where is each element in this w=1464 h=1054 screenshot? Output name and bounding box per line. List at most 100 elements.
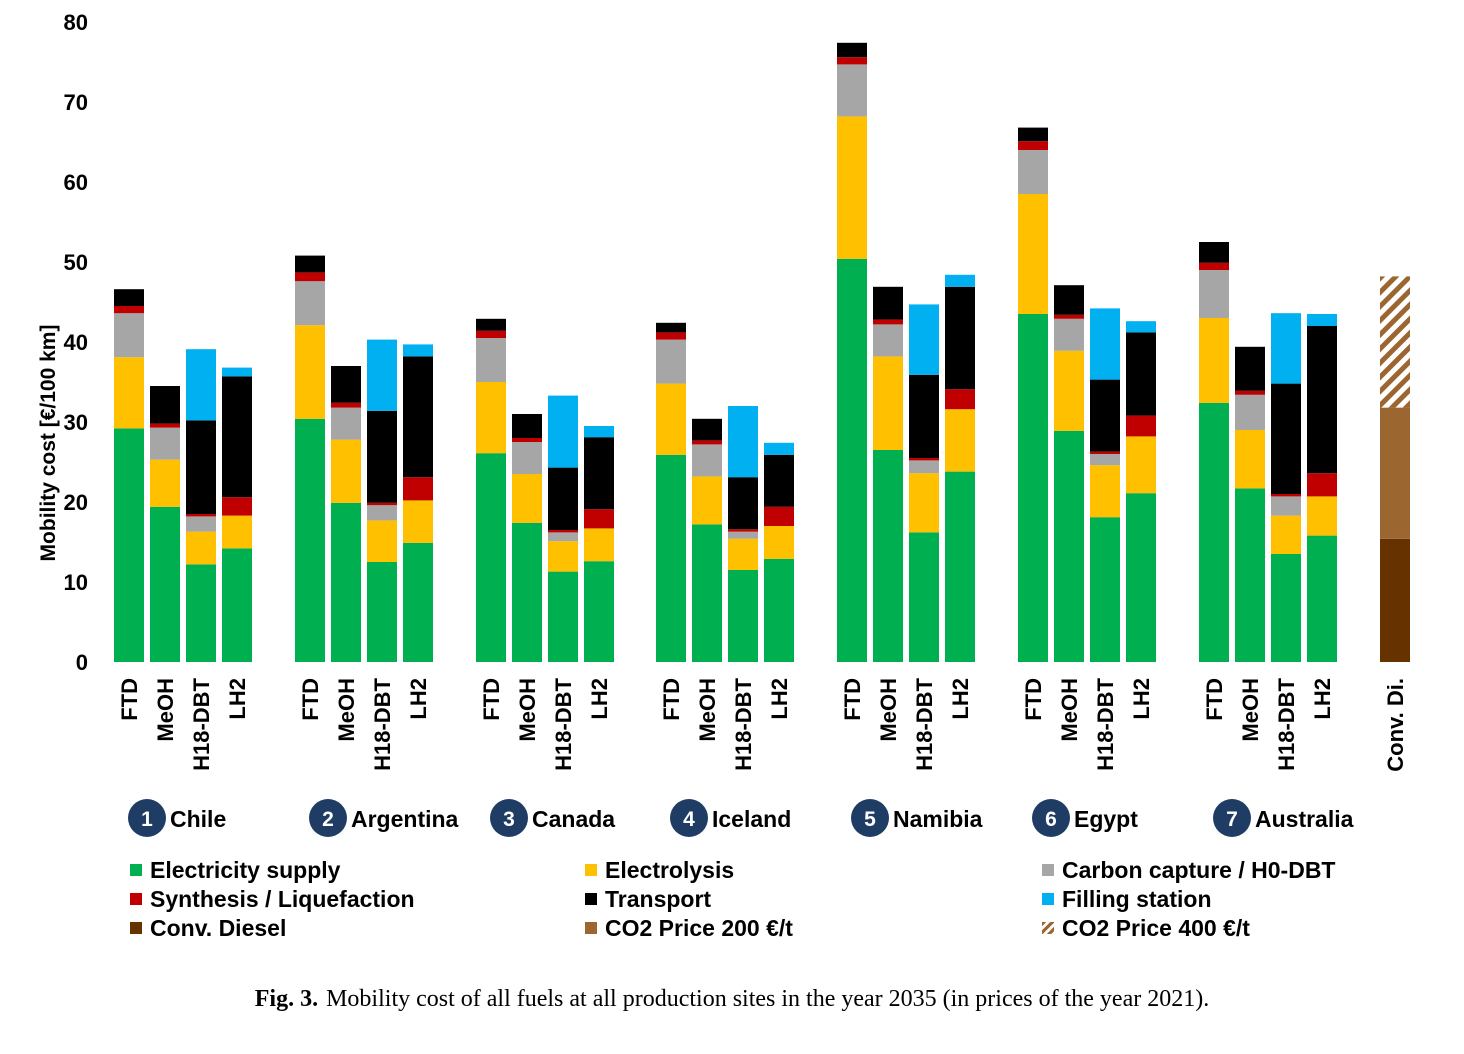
bar-segment [1307, 473, 1337, 497]
bar-segment [367, 520, 397, 562]
bar-segment [186, 516, 216, 532]
bar-segment [584, 426, 614, 438]
site-group-australia [1199, 242, 1337, 662]
bar-segment [512, 438, 542, 442]
bar-segment [150, 427, 180, 460]
bar-segment [728, 531, 758, 539]
bar-segment [1307, 314, 1337, 326]
bar-segment [150, 423, 180, 428]
site-name: Argentina [351, 806, 459, 832]
bar-segment [1018, 314, 1048, 662]
bar-segment [222, 548, 252, 662]
bar-segment [1054, 430, 1084, 662]
x-tick-label: FTD [479, 678, 504, 721]
bar-segment [1090, 465, 1120, 518]
bar-segment [403, 356, 433, 478]
bar-segment [331, 439, 361, 503]
bar-segment [150, 506, 180, 662]
x-tick-label: LH2 [587, 678, 612, 720]
bar-segment [1126, 332, 1156, 416]
legend-swatch [585, 922, 597, 934]
legend-item: CO2 Price 200 €/t [585, 914, 793, 942]
bar-segment [512, 474, 542, 523]
bar-segment [403, 542, 433, 662]
site-number-badge [1032, 799, 1070, 837]
y-tick-label: 10 [64, 570, 88, 595]
bar-segment [764, 526, 794, 559]
bar-segment [1380, 538, 1410, 662]
bar-segment [512, 414, 542, 438]
bar-segment [114, 428, 144, 662]
bar-segment [186, 420, 216, 514]
bar-segment [1018, 127, 1048, 142]
bar-segment [222, 376, 252, 498]
bar-segment [945, 409, 975, 472]
bar-segment [150, 459, 180, 507]
bar-segment [548, 541, 578, 572]
bar-segment [295, 325, 325, 419]
bar-segment [331, 407, 361, 440]
bar-segment [150, 386, 180, 424]
y-tick-label: 80 [64, 10, 88, 35]
y-tick-label: 60 [64, 170, 88, 195]
legend-item: Electricity supply [130, 856, 340, 884]
bar-segment [367, 339, 397, 411]
category-labels: FTD MeOH H18-DBT LH2 FTD MeOH H18-DBT LH2 FTD MeO… [117, 677, 1408, 771]
bar-segment [837, 64, 867, 117]
site-number-badge [851, 799, 889, 837]
bar-segment [873, 319, 903, 325]
legend-item: Transport [585, 885, 711, 913]
bar-segment [584, 561, 614, 662]
bar-segment [909, 458, 939, 461]
bar-segment [512, 522, 542, 662]
legend-swatch [130, 922, 142, 934]
x-tick-label: FTD [1202, 678, 1227, 721]
stacked-bar-chart: Mobility cost [€/100 km] 010203040506070… [37, 10, 1410, 837]
bar-segment [584, 437, 614, 510]
legend-swatch [1042, 893, 1054, 905]
bar-segment [1235, 346, 1265, 391]
bar-segment [909, 532, 939, 662]
x-tick-label: FTD [840, 678, 865, 721]
bar-segment [1271, 554, 1301, 662]
bar-segment [837, 57, 867, 65]
bar-segment [367, 505, 397, 521]
bar-segment [548, 467, 578, 530]
bar-segment [1271, 383, 1301, 494]
bar-segment [1090, 517, 1120, 662]
x-tick-label: MeOH [1057, 678, 1082, 742]
bar-segment [548, 530, 578, 533]
bar-segment [873, 324, 903, 357]
bar-segment [692, 440, 722, 445]
bar-segment [1271, 313, 1301, 384]
bar-segment [764, 454, 794, 507]
y-axis-ticks: 0 10 20 30 40 50 60 70 80 [64, 10, 88, 675]
bar-segment [1199, 270, 1229, 318]
bar-segment [1090, 451, 1120, 454]
bar-segment [367, 410, 397, 503]
site-group-chile [114, 289, 252, 662]
site-name: Australia [1255, 806, 1354, 832]
x-tick-label: H18-DBT [551, 677, 576, 770]
bar-segment [114, 357, 144, 429]
bar-segment [295, 418, 325, 662]
bar-segment [1090, 308, 1120, 380]
bar-segment [837, 116, 867, 259]
x-tick-label: MeOH [876, 678, 901, 742]
x-tick-label: FTD [1021, 678, 1046, 721]
bar-segment [331, 402, 361, 408]
bar-segment [114, 289, 144, 306]
bar-segment [476, 318, 506, 331]
bar-segment [222, 497, 252, 516]
legend-label: Carbon capture / H0-DBT [1062, 856, 1336, 883]
bar-segment [186, 564, 216, 662]
x-tick-label: MeOH [153, 678, 178, 742]
bar-segment [1018, 150, 1048, 194]
bar-segment [295, 281, 325, 326]
x-tick-label: Conv. Di. [1383, 678, 1408, 772]
legend-swatch [130, 864, 142, 876]
bar-segment [656, 339, 686, 384]
bar-groups [114, 42, 1410, 662]
site-number-badge [128, 799, 166, 837]
site-name: Chile [170, 806, 226, 832]
